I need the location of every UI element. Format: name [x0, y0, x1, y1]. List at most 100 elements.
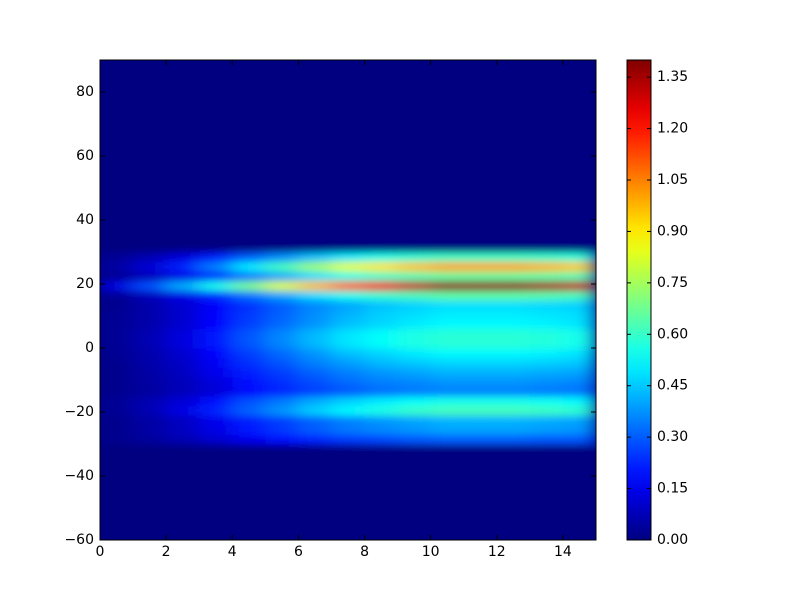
heatmap-cell [562, 290, 596, 301]
heatmap-cell [100, 386, 134, 397]
heatmap-cell [265, 60, 299, 253]
axes: 0 2 4 6 8 10 12 14 −60 −40 −20 0 20 40 60 80 [64, 59, 597, 560]
heatmap-cell [463, 309, 498, 320]
heatmap-cell [496, 376, 531, 387]
heatmap-cell [166, 415, 200, 426]
heatmap-cell [397, 252, 432, 263]
heatmap-cell [496, 348, 531, 359]
heatmap-cell [463, 367, 498, 378]
heatmap-cell [199, 309, 233, 320]
heatmap-cell [133, 328, 167, 339]
heatmap-cell [265, 309, 299, 320]
heatmap-cell [496, 396, 531, 407]
heatmap-cell [232, 290, 266, 301]
heatmap-cell [199, 60, 233, 253]
heatmap-cell [100, 280, 134, 291]
heatmap-cell [100, 357, 134, 368]
heatmap-cell [265, 434, 299, 445]
heatmap-cell [265, 338, 299, 349]
heatmap-cell [496, 415, 531, 426]
heatmap-cell [496, 252, 531, 263]
heatmap-cell [100, 309, 134, 320]
x-tick-label: 14 [554, 544, 572, 560]
heatmap-cell [166, 405, 200, 416]
heatmap-cell [298, 405, 332, 416]
heatmap-cell [397, 319, 432, 330]
heatmap-cell [298, 357, 332, 368]
colorbar-tick-label: 0.30 [657, 429, 688, 445]
heatmap-cell [199, 405, 233, 416]
x-tick-label: 4 [228, 544, 237, 560]
heatmap-cell [298, 338, 332, 349]
heatmap-cell [562, 328, 596, 339]
heatmap-cell [331, 357, 366, 368]
heatmap-cell [166, 300, 200, 311]
heatmap-cell [100, 367, 134, 378]
heatmap-cell [463, 376, 498, 387]
heatmap-cell [364, 309, 399, 320]
heatmap-cell [397, 309, 432, 320]
heatmap-cell [496, 280, 531, 291]
heatmap-cell [100, 415, 134, 426]
heatmap-cell [298, 271, 332, 282]
heatmap-cell [463, 444, 498, 540]
heatmap-cell [562, 444, 596, 540]
heatmap-cell [430, 309, 465, 320]
heatmap-cell [364, 405, 399, 416]
heatmap-cell [496, 328, 531, 339]
heatmap-cell [265, 348, 299, 359]
heatmap-cell [199, 280, 233, 291]
heatmap-cell [397, 271, 432, 282]
heatmap-cell [397, 367, 432, 378]
heatmap-cell [496, 261, 531, 272]
heatmap-cell [100, 338, 134, 349]
axes-frame [99, 59, 597, 541]
heatmap-cell [100, 348, 134, 359]
heatmap-cell [430, 434, 465, 445]
heatmap-cell [298, 348, 332, 359]
heatmap-cell [496, 424, 531, 435]
heatmap-cell [397, 444, 432, 540]
heatmap-cell [463, 252, 498, 263]
heatmap-cell [562, 300, 596, 311]
heatmap-cell [331, 252, 366, 263]
heatmap-cell [331, 348, 366, 359]
heatmap-cell [529, 405, 564, 416]
y-tick-label: 60 [76, 148, 94, 164]
heatmap-cell [199, 252, 233, 263]
heatmap-cell [397, 60, 432, 253]
heatmap-cell [100, 424, 134, 435]
heatmap-cell [265, 424, 299, 435]
heatmap-cell [166, 367, 200, 378]
heatmap-cell [133, 290, 167, 301]
heatmap-cell [199, 415, 233, 426]
heatmap-cell [430, 338, 465, 349]
heatmap-cell [166, 271, 200, 282]
heatmap-cell [430, 424, 465, 435]
heatmap-cell [529, 319, 564, 330]
heatmap-cell [397, 338, 432, 349]
heatmap-cell [232, 252, 266, 263]
heatmap-cell [397, 280, 432, 291]
x-tick-label: 2 [162, 544, 171, 560]
heatmap-cell [199, 328, 233, 339]
heatmap-cell [430, 252, 465, 263]
heatmap-cell [265, 415, 299, 426]
heatmap-cell [265, 252, 299, 263]
heatmap-cell [265, 444, 299, 540]
heatmap-cell [562, 415, 596, 426]
y-tick-label: −40 [64, 468, 94, 484]
heatmap-cell [265, 396, 299, 407]
heatmap-cell [133, 261, 167, 272]
heatmap-cell [199, 357, 233, 368]
colorbar-tick-label: 1.20 [657, 121, 688, 137]
heatmap-cell [529, 415, 564, 426]
heatmap-cell [430, 386, 465, 397]
heatmap-cell [265, 300, 299, 311]
heatmap-cell [133, 376, 167, 387]
heatmap [100, 60, 596, 540]
heatmap-cell [133, 386, 167, 397]
heatmap-cell [529, 386, 564, 397]
y-tick-label: −20 [64, 404, 94, 420]
heatmap-cell [166, 261, 200, 272]
